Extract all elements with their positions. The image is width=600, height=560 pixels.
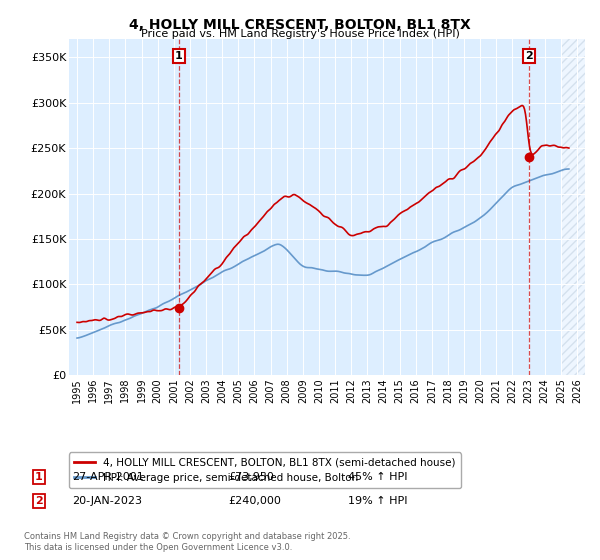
Text: 1: 1 xyxy=(35,472,43,482)
Bar xyxy=(561,39,585,375)
Text: 20-JAN-2023: 20-JAN-2023 xyxy=(72,496,142,506)
Text: Price paid vs. HM Land Registry's House Price Index (HPI): Price paid vs. HM Land Registry's House … xyxy=(140,29,460,39)
Legend: 4, HOLLY MILL CRESCENT, BOLTON, BL1 8TX (semi-detached house), HPI: Average pric: 4, HOLLY MILL CRESCENT, BOLTON, BL1 8TX … xyxy=(69,452,461,488)
Text: 2: 2 xyxy=(526,50,533,60)
Text: £240,000: £240,000 xyxy=(228,496,281,506)
Text: 19% ↑ HPI: 19% ↑ HPI xyxy=(348,496,407,506)
Text: 2: 2 xyxy=(35,496,43,506)
Text: £73,950: £73,950 xyxy=(228,472,274,482)
Text: Contains HM Land Registry data © Crown copyright and database right 2025.
This d: Contains HM Land Registry data © Crown c… xyxy=(24,532,350,552)
Text: 45% ↑ HPI: 45% ↑ HPI xyxy=(348,472,407,482)
Text: 4, HOLLY MILL CRESCENT, BOLTON, BL1 8TX: 4, HOLLY MILL CRESCENT, BOLTON, BL1 8TX xyxy=(129,18,471,32)
Text: 1: 1 xyxy=(175,50,183,60)
Text: 27-APR-2001: 27-APR-2001 xyxy=(72,472,144,482)
